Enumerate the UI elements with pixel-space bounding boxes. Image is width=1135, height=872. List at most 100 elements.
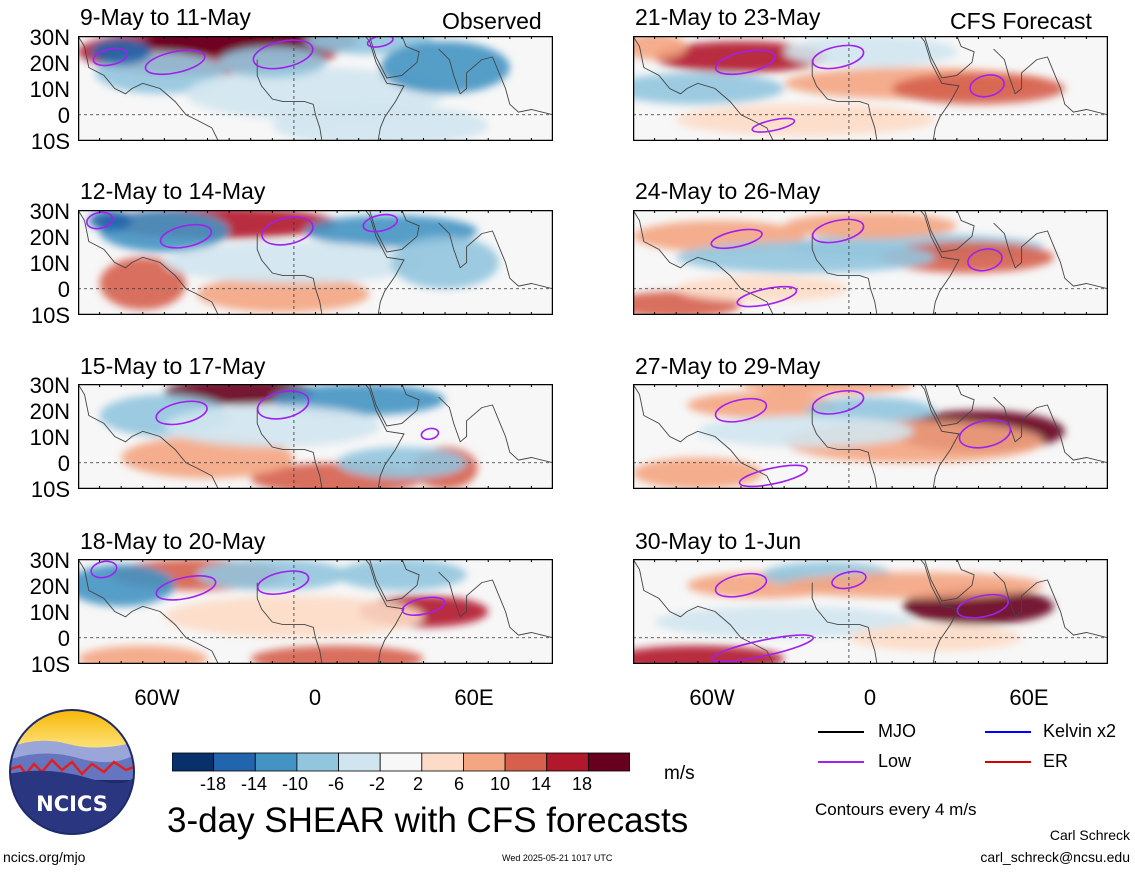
lat-label-20n: 20N <box>29 51 70 76</box>
legend-mjo-line-icon <box>818 731 864 733</box>
colorbar-swatch <box>296 752 339 772</box>
colorbar <box>172 752 630 772</box>
panel-title-left-1: 9-May to 11-May <box>80 4 251 30</box>
lat-label-10n: 10N <box>29 425 70 450</box>
panel-title-right-1: 21-May to 23-May <box>635 4 821 30</box>
lon-label-0: 0 <box>863 685 877 710</box>
lat-label-0: 0 <box>57 103 70 128</box>
shear-region <box>654 41 828 73</box>
low-contour <box>256 390 310 420</box>
lat-label-10s: 10S <box>30 652 70 677</box>
legend-low-line-icon <box>818 761 864 763</box>
shear-region <box>78 645 208 664</box>
colorbar-swatch <box>546 752 589 772</box>
low-contour <box>92 47 129 67</box>
low-contour <box>362 213 399 233</box>
lat-label-10s: 10S <box>30 129 70 154</box>
lat-label-10s: 10S <box>30 303 70 328</box>
shear-region <box>686 391 839 419</box>
low-contour <box>738 464 808 488</box>
shear-region <box>337 559 467 591</box>
logo-text: NCICS <box>36 792 108 816</box>
shear-region <box>676 241 936 273</box>
shear-region <box>391 236 500 289</box>
author-email: carl_schreck@ncsu.edu <box>980 849 1130 865</box>
coastline <box>78 384 553 489</box>
legend-er-label: ER <box>1043 751 1069 771</box>
colorbar-label: 2 <box>412 774 423 794</box>
legend-er-line-icon <box>985 761 1031 763</box>
lat-label-10n: 10N <box>29 251 70 276</box>
colorbar-swatch <box>463 752 506 772</box>
coastline <box>633 559 1108 664</box>
shear-region <box>337 447 467 479</box>
low-contour <box>714 397 768 423</box>
low-contour <box>144 49 206 76</box>
forecast-label: CFS Forecast <box>950 8 1092 34</box>
low-contour <box>714 572 768 598</box>
colorbar-label: -10 <box>281 774 308 794</box>
colorbar-swatch <box>504 752 548 772</box>
shear-region <box>676 104 936 136</box>
low-contour <box>714 49 776 76</box>
colorbar-units: m/s <box>664 763 695 784</box>
lon-label-60w: 60W <box>134 685 180 710</box>
low-contour <box>811 44 865 70</box>
shear-region <box>164 595 424 638</box>
shear-region <box>99 257 186 310</box>
low-contour <box>956 593 1010 619</box>
low-contour <box>736 285 798 308</box>
lat-label-0: 0 <box>57 626 70 651</box>
lon-label-60e: 60E <box>1009 685 1049 710</box>
colorbar-label: -18 <box>199 774 226 794</box>
shear-region <box>784 212 957 239</box>
author-name: Carl Schreck <box>1049 827 1130 843</box>
lat-label-10s: 10S <box>30 477 70 502</box>
coastline <box>633 210 1108 315</box>
colorbar-label: 18 <box>571 774 593 794</box>
shear-field <box>633 212 1055 315</box>
lat-label-10n: 10N <box>29 600 70 625</box>
colorbar-swatch <box>379 752 423 772</box>
coastline <box>78 559 553 664</box>
low-contour <box>159 223 213 249</box>
colorbar-label: -2 <box>368 774 385 794</box>
map-panel-left-4 <box>78 559 553 664</box>
colorbar-swatch <box>338 752 381 772</box>
low-contour <box>958 419 1012 449</box>
lat-label-30n: 30N <box>29 199 70 224</box>
lat-label-20n: 20N <box>29 399 70 424</box>
low-contour <box>252 39 314 70</box>
footer-url[interactable]: ncics.org/mjo <box>3 849 86 865</box>
lon-label-0: 0 <box>308 685 322 710</box>
shear-region <box>88 210 132 231</box>
coastline <box>78 36 553 141</box>
shear-region <box>121 436 294 479</box>
low-contour <box>90 560 118 579</box>
colorbar-label: -14 <box>240 774 267 794</box>
legend-low-label: Low <box>878 751 912 771</box>
lat-label-30n: 30N <box>29 25 70 50</box>
shear-region <box>164 241 424 284</box>
low-contour <box>155 575 217 601</box>
colorbar-label: 6 <box>453 774 464 794</box>
map-panel-right-1 <box>633 36 1108 141</box>
contours-note: Contours every 4 m/s <box>815 800 977 819</box>
map-panel-right-2 <box>633 210 1108 315</box>
colorbar-label: 14 <box>530 774 552 794</box>
map-panel-left-2 <box>78 210 553 315</box>
lat-label-20n: 20N <box>29 225 70 250</box>
legend-kelvin-line-icon <box>985 731 1031 733</box>
lat-label-30n: 30N <box>29 548 70 573</box>
low-contour <box>256 570 310 596</box>
shear-region <box>272 104 489 141</box>
legend-mjo-label: MJO <box>878 721 916 741</box>
map-panel-right-3 <box>633 384 1108 489</box>
low-contour <box>969 74 1005 98</box>
shear-region <box>90 38 152 65</box>
shear-region <box>380 41 510 94</box>
lat-label-30n: 30N <box>29 373 70 398</box>
panel-title-left-4: 18-May to 20-May <box>80 528 266 554</box>
shear-region <box>99 210 230 252</box>
low-contour <box>811 389 865 415</box>
